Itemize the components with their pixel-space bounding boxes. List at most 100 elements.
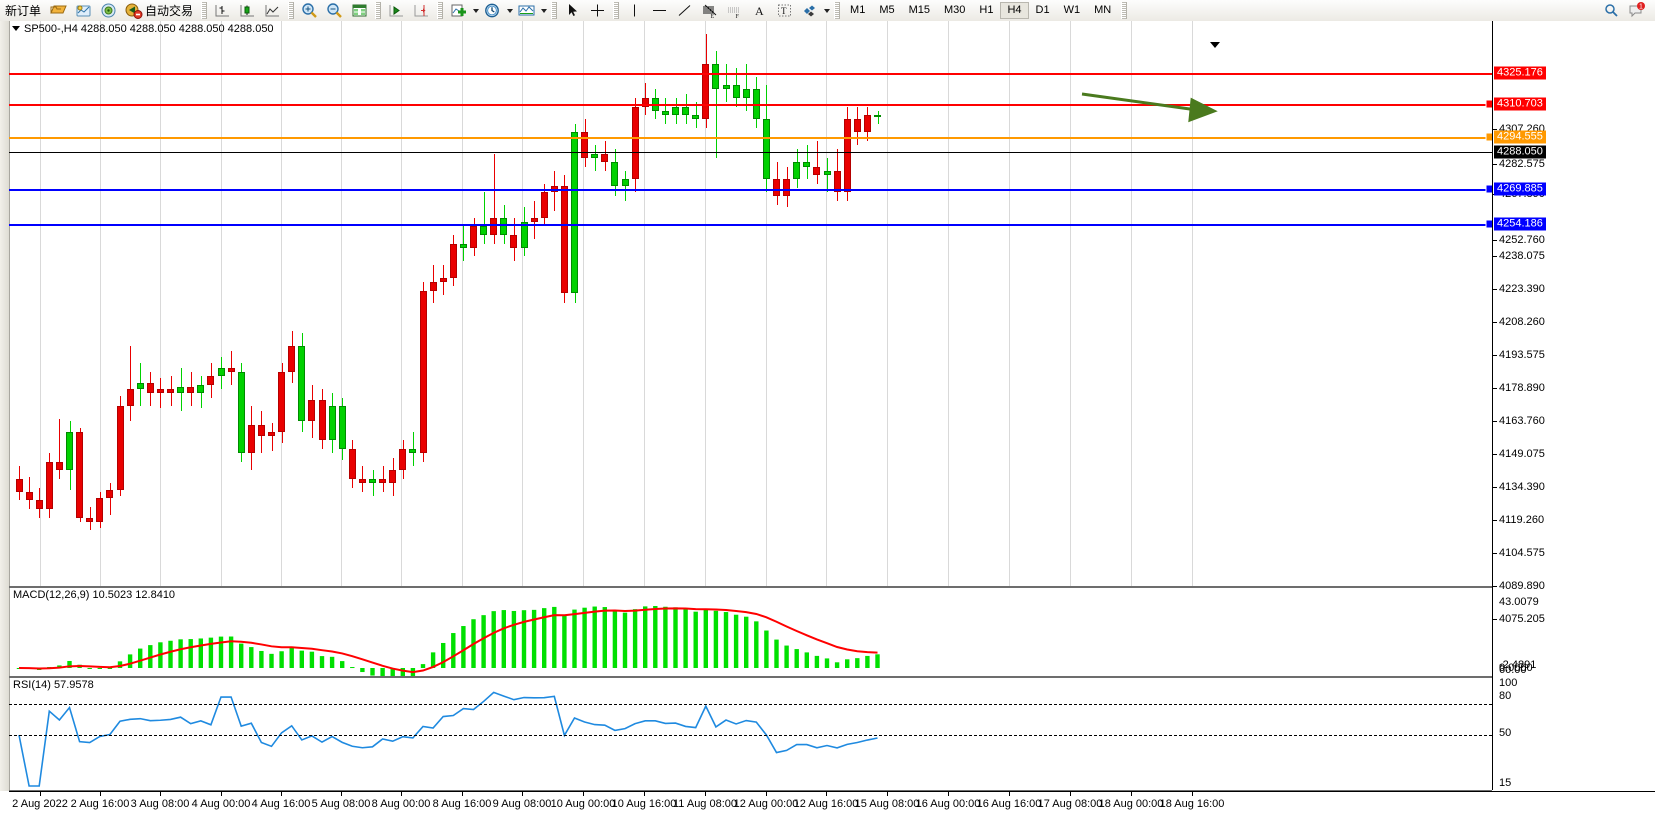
vertical-line-icon[interactable] bbox=[622, 1, 647, 20]
shapes-icon[interactable] bbox=[797, 1, 822, 20]
price-axis[interactable]: 4307.2604282.5754267.8904252.7604238.075… bbox=[1492, 21, 1655, 790]
gridline bbox=[948, 21, 949, 586]
price-pane[interactable] bbox=[9, 21, 1492, 588]
candle-body bbox=[217, 367, 225, 377]
price-level-line[interactable] bbox=[9, 104, 1492, 106]
price-level-handle[interactable] bbox=[1485, 219, 1492, 229]
macd-pane[interactable]: MACD(12,26,9) 10.5023 12.8410 bbox=[9, 588, 1492, 678]
network-icon[interactable] bbox=[96, 1, 121, 20]
templates-dropdown-arrow[interactable] bbox=[539, 2, 548, 19]
chart-area[interactable]: SP500-,H4 4288.050 4288.050 4288.050 428… bbox=[0, 21, 1655, 817]
horizontal-line-icon[interactable] bbox=[647, 1, 672, 20]
alerts-icon[interactable]: 1 bbox=[1624, 1, 1649, 20]
price-level-badge[interactable]: 4325.176 bbox=[1494, 66, 1546, 80]
timeframe-w1[interactable]: W1 bbox=[1063, 4, 1081, 16]
price-level-line[interactable] bbox=[9, 152, 1492, 153]
autotrading-button[interactable]: 自动交易 bbox=[121, 1, 198, 20]
candle-wick bbox=[109, 483, 111, 516]
search-icon[interactable] bbox=[1599, 1, 1624, 20]
grid-icon[interactable] bbox=[347, 1, 372, 20]
shapes-dropdown-arrow[interactable] bbox=[822, 2, 831, 19]
rsi-plot bbox=[18, 691, 878, 787]
candle-body bbox=[833, 170, 841, 193]
price-level-line[interactable] bbox=[9, 189, 1492, 191]
candle-wick bbox=[382, 466, 384, 492]
time-axis-tick bbox=[100, 792, 101, 796]
chart-collapse-caret-icon[interactable] bbox=[1210, 42, 1220, 48]
main-toolbar: 新订单 自动交易 bbox=[0, 0, 1655, 22]
timeframe-m30[interactable]: M30 bbox=[944, 4, 966, 16]
macd-signal-line bbox=[18, 607, 878, 674]
price-level-badge[interactable]: 4254.186 bbox=[1494, 217, 1546, 231]
indicators-icon[interactable] bbox=[446, 1, 471, 20]
svg-text:T: T bbox=[781, 6, 787, 16]
price-axis-label: 4282.575 bbox=[1499, 158, 1545, 170]
channel-icon[interactable]: F bbox=[722, 1, 747, 20]
price-level-line[interactable] bbox=[9, 224, 1492, 226]
time-axis[interactable]: 2 Aug 2022 2 Aug 16:00 3 Aug 08:00 4 Aug 00… bbox=[9, 791, 1655, 817]
candle-body bbox=[237, 371, 245, 454]
trendline-icon[interactable] bbox=[672, 1, 697, 20]
candle-wick bbox=[594, 145, 596, 171]
time-axis-tick bbox=[401, 792, 402, 796]
axis-tick bbox=[1493, 289, 1497, 290]
toolbar-separator bbox=[375, 2, 382, 19]
price-level-handle[interactable] bbox=[1485, 184, 1492, 194]
price-level-line[interactable] bbox=[9, 73, 1492, 75]
zoom-out-icon[interactable] bbox=[322, 1, 347, 20]
gridline bbox=[826, 21, 827, 586]
zoom-in-icon[interactable] bbox=[297, 1, 322, 20]
timeframe-m5[interactable]: M5 bbox=[879, 4, 895, 16]
price-level-line[interactable] bbox=[9, 137, 1492, 139]
bar-chart-icon[interactable] bbox=[210, 1, 235, 20]
price-level-handle[interactable] bbox=[1485, 99, 1492, 109]
timeframe-h4[interactable]: H4 bbox=[1000, 2, 1029, 19]
candlestick-chart-icon[interactable] bbox=[235, 1, 260, 20]
text-label-icon[interactable]: T bbox=[772, 1, 797, 20]
line-chart-icon[interactable] bbox=[260, 1, 285, 20]
period-icon[interactable] bbox=[480, 1, 505, 20]
candle-body bbox=[35, 500, 43, 509]
auto-scroll-icon[interactable] bbox=[384, 1, 409, 20]
chart-menu-caret-icon[interactable] bbox=[12, 26, 20, 31]
price-level-badge[interactable]: 4310.703 bbox=[1494, 97, 1546, 111]
indicators-dropdown-arrow[interactable] bbox=[471, 2, 480, 19]
candle-body bbox=[55, 461, 63, 471]
candle-body bbox=[399, 449, 407, 471]
fibonacci-icon[interactable]: E bbox=[697, 1, 722, 20]
rsi-axis-label: 100 bbox=[1499, 677, 1518, 689]
candle-body bbox=[702, 63, 710, 120]
timeframe-m15[interactable]: M15 bbox=[908, 4, 930, 16]
crosshair-icon[interactable] bbox=[585, 1, 610, 20]
gridline bbox=[766, 21, 767, 586]
data-window-icon[interactable] bbox=[71, 1, 96, 20]
price-level-badge[interactable]: 4294.555 bbox=[1494, 130, 1546, 144]
open-folder-icon[interactable] bbox=[46, 1, 71, 20]
timeframe-m1[interactable]: M1 bbox=[850, 4, 866, 16]
price-level-badge[interactable]: 4288.050 bbox=[1494, 145, 1546, 159]
cursor-icon[interactable] bbox=[560, 1, 585, 20]
gridline bbox=[1131, 21, 1132, 586]
gridline bbox=[462, 21, 463, 586]
chart-header: SP500-,H4 4288.050 4288.050 4288.050 428… bbox=[12, 23, 274, 35]
candle-wick bbox=[130, 346, 132, 422]
candle-body bbox=[247, 425, 255, 454]
timeframe-d1[interactable]: D1 bbox=[1035, 4, 1050, 16]
rsi-pane[interactable]: RSI(14) 57.9578 bbox=[9, 678, 1492, 791]
price-level-badge[interactable]: 4269.885 bbox=[1494, 182, 1546, 196]
candle-body bbox=[419, 290, 427, 454]
text-icon[interactable]: A bbox=[747, 1, 772, 20]
price-axis-label: 4208.260 bbox=[1499, 316, 1545, 328]
timeframe-h1[interactable]: H1 bbox=[979, 4, 994, 16]
time-axis-tick bbox=[522, 792, 523, 796]
timeframe-mn[interactable]: MN bbox=[1094, 4, 1112, 16]
new-order-button[interactable]: 新订单 bbox=[0, 1, 46, 20]
price-level-handle[interactable] bbox=[1485, 132, 1492, 142]
period-dropdown-arrow[interactable] bbox=[505, 2, 514, 19]
candle-body bbox=[530, 217, 538, 223]
templates-icon[interactable] bbox=[514, 1, 539, 20]
candle-body bbox=[207, 376, 215, 385]
candle-wick bbox=[746, 63, 748, 111]
trend-arrow-annotation[interactable] bbox=[9, 21, 1492, 586]
chart-shift-icon[interactable] bbox=[409, 1, 434, 20]
